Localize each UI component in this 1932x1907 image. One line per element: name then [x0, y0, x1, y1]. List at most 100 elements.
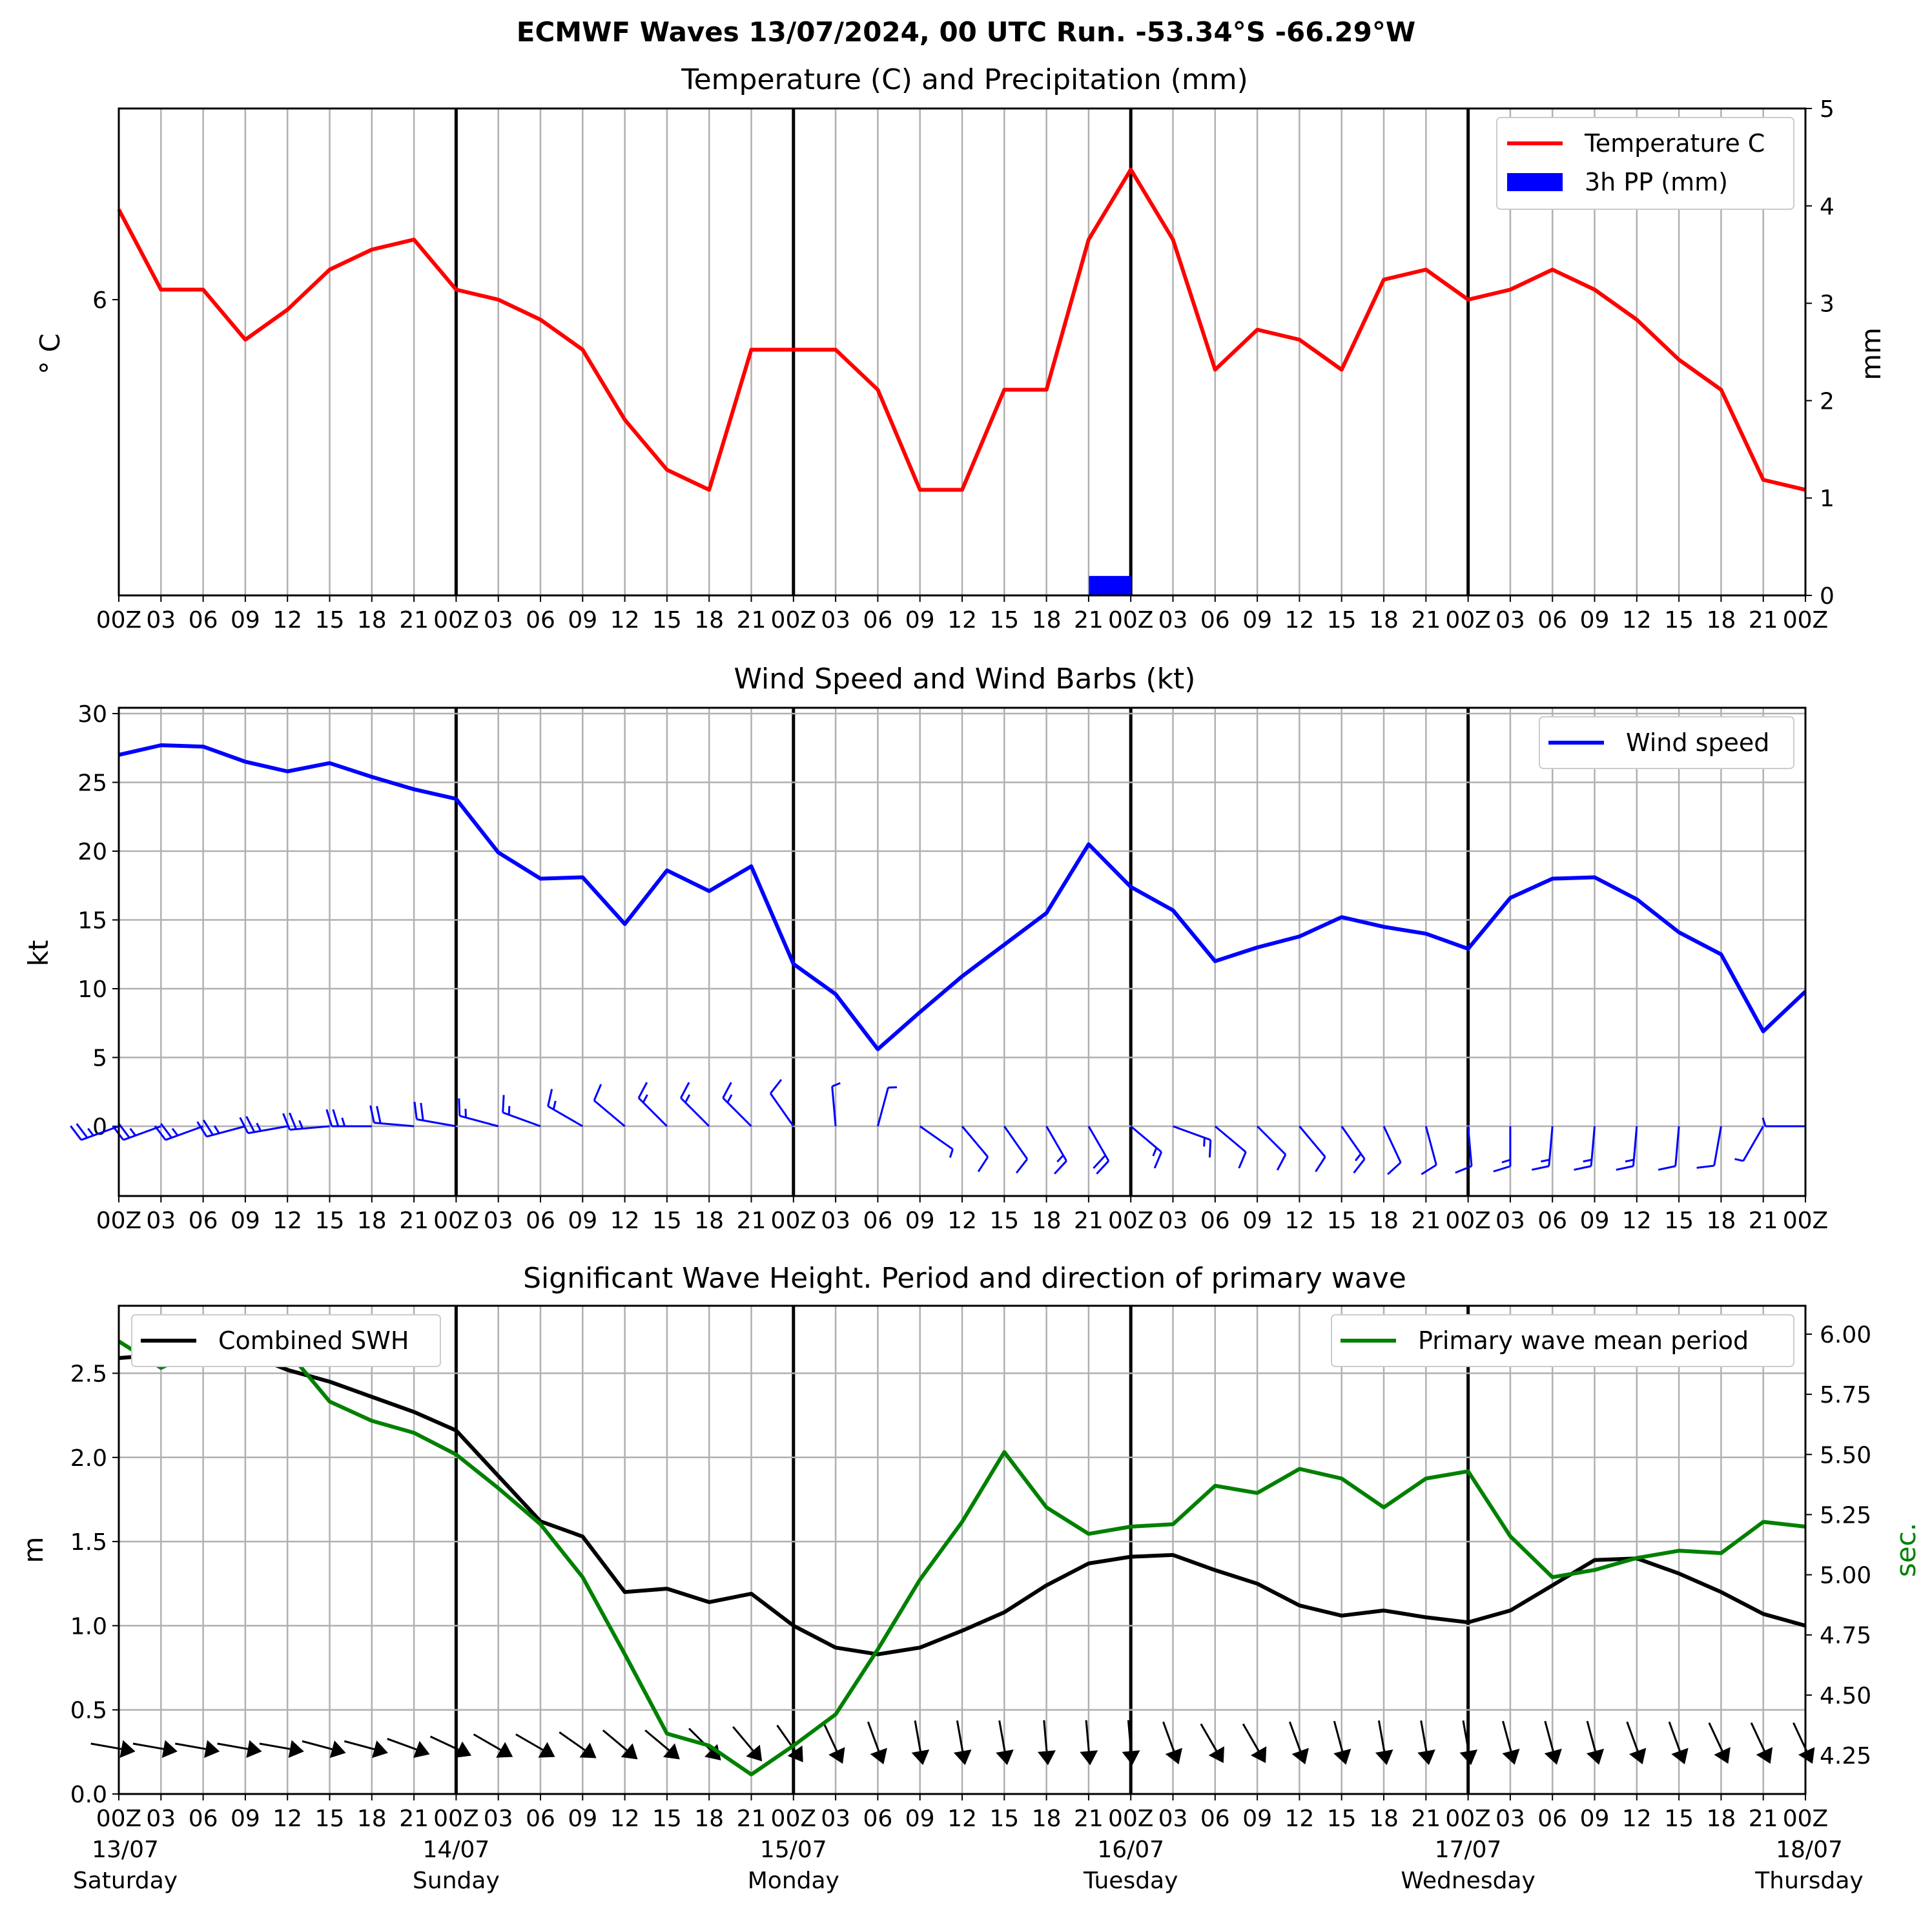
- wave-arrow-shaft: [387, 1739, 416, 1749]
- day-date-label: 15/07: [760, 1837, 827, 1863]
- wave-x-tick-label: 03: [146, 1806, 176, 1832]
- wind-barb-feather: [1583, 1160, 1592, 1162]
- period-y-tick-label: 4.75: [1820, 1623, 1871, 1649]
- temp-x-tick-label: 15: [315, 607, 345, 634]
- panel-title-wind: Wind Speed and Wind Barbs (kt): [734, 663, 1196, 696]
- wave-arrow-head: [162, 1740, 178, 1758]
- wind-barb-staff: [594, 1100, 624, 1126]
- wave-arrow-head: [621, 1743, 638, 1759]
- wave-direction-arrow: [431, 1737, 471, 1758]
- wind-barb: [639, 1082, 667, 1126]
- wind-x-tick-label: 12: [1622, 1208, 1652, 1234]
- wave-x-tick-label: 18: [357, 1806, 387, 1832]
- wind-barb: [594, 1084, 624, 1126]
- suptitle: ECMWF Waves 13/07/2024, 00 UTC Run. -53.…: [517, 16, 1415, 48]
- wave-x-tick-label: 06: [526, 1806, 555, 1832]
- precip-y-tick-label: 5: [1820, 96, 1834, 123]
- y-axis-label-precip: mm: [1855, 327, 1887, 380]
- wave-x-tick-label: 21: [1074, 1806, 1104, 1832]
- temp-x-tick-label: 09: [231, 607, 260, 634]
- wind-x-tick-label: 15: [652, 1208, 682, 1234]
- wind-barb-feather: [1658, 1166, 1676, 1170]
- wind-barb-feather: [1734, 1159, 1743, 1161]
- wave-arrow-head: [1251, 1746, 1266, 1763]
- wave-arrow-shaft: [1201, 1724, 1217, 1751]
- period-y-tick-label: 5.25: [1820, 1502, 1871, 1529]
- legend-wind: Wind speed: [1539, 717, 1794, 768]
- swh-y-tick-label: 1.5: [70, 1529, 107, 1556]
- wave-arrow-head: [1122, 1750, 1140, 1765]
- wave-x-tick-label: 15: [1327, 1806, 1357, 1832]
- wind-barb: [1047, 1126, 1067, 1174]
- wind-x-tick-label: 06: [1200, 1208, 1230, 1234]
- temp-x-tick-label: 18: [1032, 607, 1062, 634]
- swh-y-tick-label: 0.5: [70, 1698, 107, 1724]
- wave-x-tick-label: 09: [568, 1806, 597, 1832]
- wind-x-tick-label: 12: [947, 1208, 977, 1234]
- wind-barb: [920, 1126, 953, 1158]
- wave-x-tick-label: 12: [947, 1806, 977, 1832]
- legend-label-precip: 3h PP (mm): [1585, 168, 1728, 196]
- wind-barb-feather: [1209, 1140, 1210, 1157]
- wind-barb-feather: [1155, 1152, 1162, 1168]
- day-name-label: Thursday: [1754, 1868, 1863, 1894]
- temp-x-tick-label: 00Z: [1445, 607, 1490, 634]
- wind-x-tick-label: 06: [863, 1208, 892, 1234]
- wind-barb-feather: [978, 1157, 988, 1171]
- wind-x-tick-label: 09: [1580, 1208, 1610, 1234]
- wind-barb-feather: [1315, 1157, 1325, 1171]
- temp-x-tick-label: 12: [947, 607, 977, 634]
- day-name-label: Saturday: [73, 1868, 178, 1894]
- wind-x-tick-label: 12: [610, 1208, 640, 1234]
- wave-arrow-shaft: [516, 1735, 543, 1750]
- wind-barb-feather: [1494, 1166, 1510, 1171]
- wind-x-tick-label: 03: [1158, 1208, 1188, 1234]
- wind-y-tick-label: 20: [77, 839, 107, 865]
- wind-barb-feather: [300, 1120, 303, 1129]
- wind-barb-feather: [503, 1095, 504, 1113]
- wind-barb-feather: [172, 1129, 178, 1136]
- wave-arrow-shaft: [559, 1732, 584, 1750]
- wind-barb: [878, 1088, 897, 1126]
- wind-barb-staff: [920, 1126, 953, 1149]
- wave-x-tick-label: 09: [1242, 1806, 1272, 1832]
- wind-barb-feather: [1239, 1152, 1246, 1168]
- wave-x-tick-label: 06: [863, 1806, 892, 1832]
- wind-barb-staff: [1004, 1126, 1027, 1159]
- swh-y-tick-label: 1.0: [70, 1613, 107, 1640]
- wave-x-tick-label: 09: [231, 1806, 260, 1832]
- y-axis-label-temperature: ° C: [34, 333, 66, 375]
- wind-x-tick-label: 00Z: [1108, 1208, 1153, 1234]
- wave-direction-arrow: [1793, 1723, 1814, 1764]
- wave-arrow-shaft: [1751, 1723, 1764, 1751]
- wave-arrow-shaft: [344, 1741, 374, 1749]
- wind-x-tick-label: 03: [1495, 1208, 1525, 1234]
- panel-title-wave: Significant Wave Height. Period and dire…: [523, 1262, 1406, 1295]
- wind-barb: [1384, 1126, 1401, 1174]
- wave-direction-arrow: [733, 1727, 762, 1762]
- wind-barb-feather: [1354, 1159, 1365, 1173]
- precip-y-tick-label: 2: [1820, 388, 1834, 415]
- temp-x-tick-label: 09: [1242, 607, 1272, 634]
- wave-x-tick-label: 12: [1622, 1806, 1652, 1832]
- wave-direction-arrow: [91, 1740, 136, 1758]
- wind-x-tick-label: 21: [399, 1208, 429, 1234]
- day-date-label: 13/07: [92, 1837, 159, 1863]
- wind-barb: [1173, 1126, 1211, 1157]
- wind-barb-staff: [1299, 1126, 1325, 1157]
- temp-x-tick-label: 06: [863, 607, 892, 634]
- temp-x-tick-label: 18: [694, 607, 724, 634]
- wind-barb-feather: [1541, 1160, 1549, 1162]
- wind-barb-feather: [594, 1084, 601, 1100]
- wave-x-tick-label: 12: [272, 1806, 302, 1832]
- wind-barb-feather: [1421, 1165, 1436, 1174]
- temperature-precip-panel: Temperature (C) and Precipitation (mm) °…: [34, 63, 1887, 634]
- wind-x-tick-label: 18: [357, 1208, 387, 1234]
- wind-x-tick-label: 00Z: [433, 1208, 478, 1234]
- day-name-label: Sunday: [413, 1868, 500, 1894]
- wave-direction-arrow: [260, 1740, 304, 1758]
- period-y-tick-label: 5.00: [1820, 1563, 1871, 1589]
- wind-y-tick-label: 30: [77, 701, 107, 728]
- wind-barb: [1763, 1118, 1805, 1126]
- legend-label-temperature: Temperature C: [1584, 129, 1765, 158]
